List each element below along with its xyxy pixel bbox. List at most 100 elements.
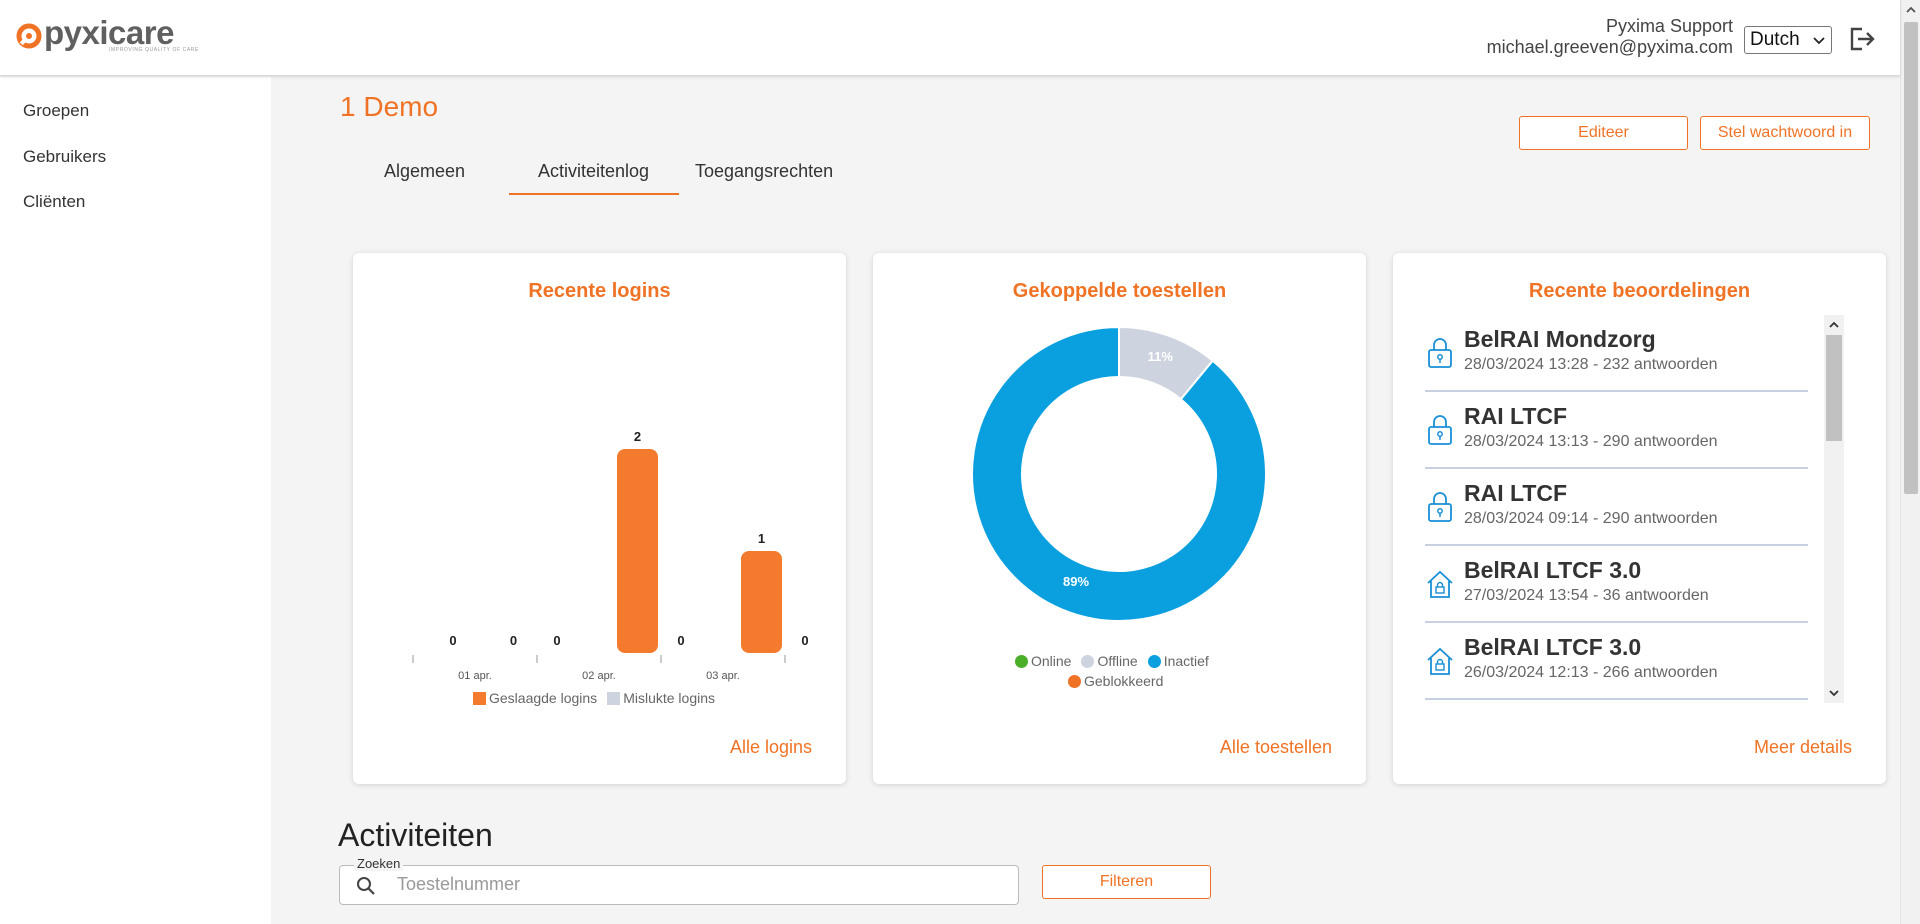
list-item[interactable]: RAI LTCF 28/03/2024 09:14 - 290 antwoord… [1425, 469, 1808, 546]
linked-devices-chart: 11% 89% [971, 328, 1267, 622]
legend-dot-blocked [1068, 674, 1081, 688]
assessment-title: BelRAI Mondzorg [1464, 326, 1656, 352]
sidebar: Groepen Gebruikers Cliënten [0, 77, 271, 924]
sidebar-item-groepen[interactable]: Groepen [23, 101, 90, 120]
x-tick-label: 01 apr. [458, 670, 492, 682]
slice-label: 89% [1063, 574, 1089, 589]
sidebar-item-clienten[interactable]: Cliënten [23, 192, 86, 211]
bar[interactable] [617, 449, 658, 653]
all-devices-link[interactable]: Alle toestellen [1219, 737, 1332, 757]
active-tab-indicator [509, 193, 679, 195]
legend-dot-inactive [1147, 654, 1161, 668]
home-lock-icon [1427, 647, 1453, 675]
assessment-subtitle: 28/03/2024 09:14 - 290 antwoorden [1464, 510, 1718, 527]
devices-legend: Online Offline Inactief [1015, 653, 1219, 669]
bar-data-label: 0 [553, 633, 560, 648]
legend-item[interactable]: Inactief [1147, 653, 1209, 669]
assessments-scrollbar[interactable] [1824, 315, 1844, 703]
legend-label: Online [1031, 653, 1072, 669]
scroll-down-icon[interactable] [1828, 687, 1840, 699]
lock-icon [1428, 415, 1452, 445]
recent-logins-chart: 0 0 0 01 apr. 2 0 02 apr. 1 0 03 apr. [412, 429, 809, 682]
search-input[interactable] [397, 874, 997, 895]
recent-assessments-card: Recente beoordelingen BelRAI Mondzorg 28… [1393, 253, 1886, 784]
x-tick-label: 03 apr. [706, 670, 740, 682]
tab-activiteitenlog[interactable]: Activiteitenlog [538, 161, 650, 181]
bar-data-label: 2 [634, 429, 641, 444]
filter-button[interactable]: Filteren [1042, 865, 1211, 899]
assessments-scrollbar-thumb[interactable] [1826, 335, 1842, 441]
legend-swatch-success [473, 691, 486, 705]
page-title: 1 Demo [340, 91, 439, 122]
tab-algemeen[interactable]: Algemeen [384, 161, 466, 181]
app-header: pyxicare IMPROVING QUALITY OF CARE Pyxim… [0, 0, 1900, 76]
legend-label: Offline [1097, 653, 1138, 669]
legend-dot-online [1015, 654, 1028, 668]
assessment-subtitle: 28/03/2024 13:28 - 232 antwoorden [1464, 356, 1718, 373]
logins-legend: Geslaagde logins Mislukte logins [473, 690, 725, 706]
scroll-up-icon[interactable] [1905, 4, 1917, 16]
set-password-button[interactable]: Stel wachtwoord in [1700, 116, 1870, 150]
list-item[interactable]: RAI LTCF 28/03/2024 13:13 - 290 antwoord… [1425, 392, 1808, 469]
logo[interactable]: pyxicare IMPROVING QUALITY OF CARE [16, 16, 199, 53]
lock-icon [1428, 492, 1452, 522]
search-icon [357, 877, 375, 895]
recent-logins-card: Recente logins 0 0 0 01 apr. 2 0 02 apr. 1 0 03 a… [353, 253, 846, 784]
legend-dot-offline [1081, 654, 1095, 668]
assessment-title: RAI LTCF [1464, 403, 1568, 429]
assessment-title: BelRAI LTCF 3.0 [1464, 634, 1642, 660]
user-email: michael.greeven@pyxima.com [1486, 37, 1733, 57]
assessment-title: RAI LTCF [1464, 480, 1568, 506]
bar-data-label: 0 [677, 633, 684, 648]
assessment-subtitle: 27/03/2024 13:54 - 36 antwoorden [1464, 587, 1709, 604]
all-logins-link[interactable]: Alle logins [729, 737, 812, 757]
logout-icon[interactable] [1848, 26, 1876, 52]
chevron-down-icon [1813, 37, 1825, 45]
donut-slice-inactief[interactable] [971, 328, 1267, 622]
language-select[interactable]: Dutch [1744, 26, 1832, 54]
logo-text: pyxicare [44, 14, 174, 51]
assessments-list[interactable]: BelRAI Mondzorg 28/03/2024 13:28 - 232 a… [1425, 315, 1845, 705]
list-item[interactable]: BelRAI Mondzorg 28/03/2024 13:28 - 232 a… [1425, 315, 1808, 392]
more-details-link[interactable]: Meer details [1753, 737, 1852, 757]
bar-data-label: 1 [758, 531, 765, 546]
sidebar-item-gebruikers[interactable]: Gebruikers [23, 147, 107, 166]
recent-assessments-title: Recente beoordelingen [1528, 280, 1751, 302]
recent-logins-title: Recente logins [528, 280, 671, 302]
logo-tagline: IMPROVING QUALITY OF CARE [109, 47, 199, 53]
language-select-value: Dutch [1750, 29, 1800, 50]
legend-item[interactable]: Mislukte logins [607, 690, 715, 706]
assessment-subtitle: 26/03/2024 12:13 - 266 antwoorden [1464, 664, 1718, 681]
list-item[interactable]: BelRAI LTCF 3.0 27/03/2024 13:54 - 36 an… [1425, 546, 1808, 623]
x-tick-label: 02 apr. [582, 670, 616, 682]
legend-item[interactable]: Offline [1081, 653, 1138, 669]
search-label: Zoeken [354, 856, 404, 871]
user-name: Pyxima Support [1605, 16, 1733, 36]
legend-label: Geblokkeerd [1084, 673, 1164, 689]
legend-label: Inactief [1163, 653, 1209, 669]
page-scrollbar-thumb[interactable] [1904, 22, 1918, 494]
legend-item[interactable]: Geblokkeerd [1068, 673, 1163, 689]
linked-devices-title: Gekoppelde toestellen [1012, 280, 1227, 302]
activities-title: Activiteiten [338, 817, 493, 853]
devices-legend-row-2: Geblokkeerd [1068, 673, 1173, 689]
pyxicare-logo-icon [16, 23, 42, 49]
legend-item[interactable]: Online [1015, 653, 1071, 669]
page-scrollbar[interactable] [1900, 0, 1920, 924]
assessment-subtitle: 28/03/2024 13:13 - 290 antwoorden [1464, 433, 1718, 450]
lock-icon [1428, 338, 1452, 368]
search-field[interactable]: Zoeken [339, 856, 1019, 905]
user-info: Pyxima Support michael.greeven@pyxima.co… [1487, 16, 1733, 58]
legend-item[interactable]: Geslaagde logins [473, 690, 597, 706]
bar[interactable] [741, 551, 782, 653]
bar-data-label: 0 [510, 633, 517, 648]
scroll-up-icon[interactable] [1828, 319, 1840, 331]
list-item[interactable]: BelRAI LTCF 3.0 26/03/2024 12:13 - 266 a… [1425, 623, 1808, 700]
tab-toegangsrechten[interactable]: Toegangsrechten [695, 161, 834, 181]
bar-data-label: 0 [449, 633, 456, 648]
bar-data-label: 0 [801, 633, 808, 648]
home-lock-icon [1427, 570, 1453, 598]
legend-label: Mislukte logins [623, 690, 716, 706]
edit-button[interactable]: Editeer [1519, 116, 1688, 150]
legend-swatch-failed [607, 691, 621, 705]
